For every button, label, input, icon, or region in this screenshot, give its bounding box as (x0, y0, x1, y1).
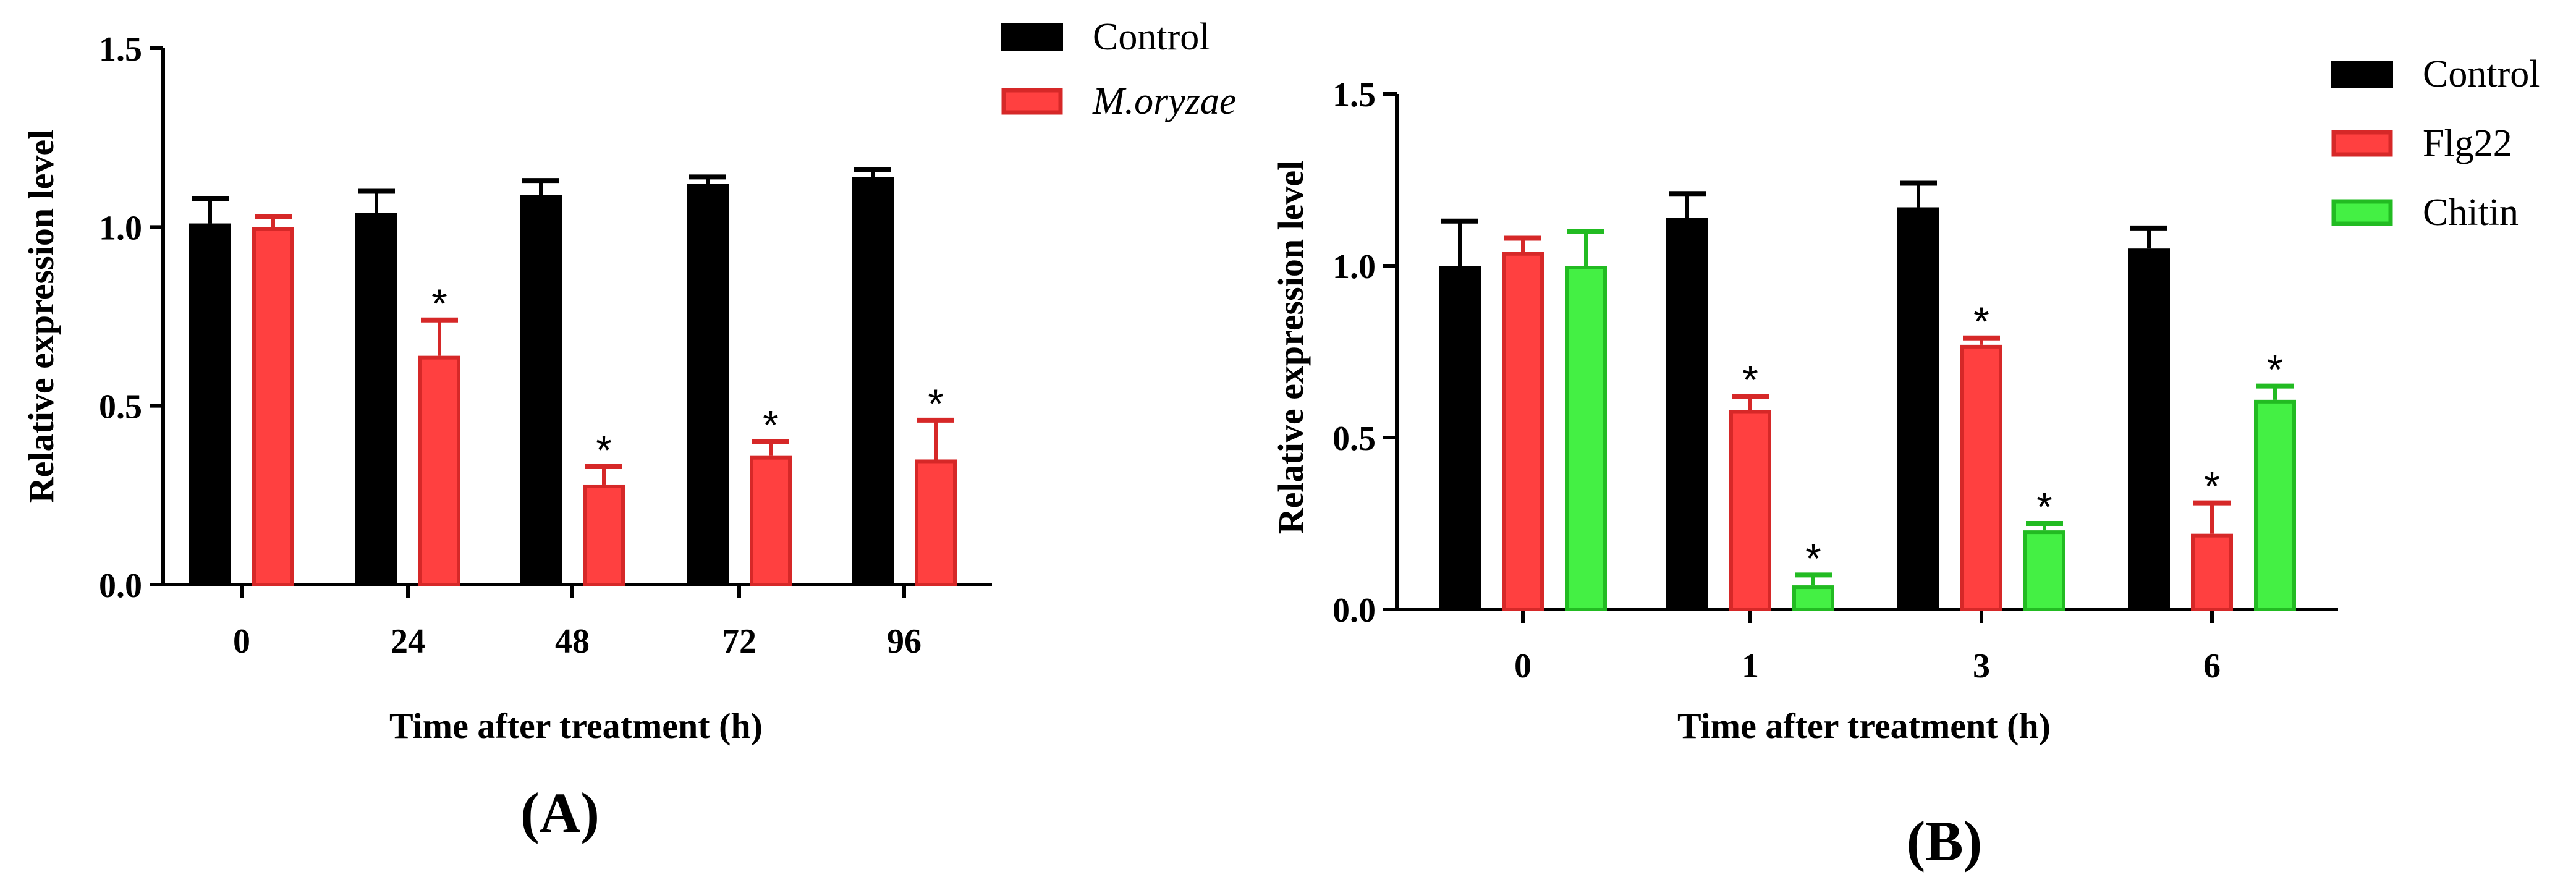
chart-a-significance-star: * (763, 402, 779, 448)
chart-b-bar-control (1439, 266, 1481, 609)
chart-a: 0.0 0.5 1.0 1.5 0 24 48 72 96 * * * * Relative exp… (21, 16, 1236, 844)
chart-b-bar-control (1666, 218, 1708, 609)
chart-b-legend-swatch (2331, 130, 2393, 157)
chart-a-ytick-label: 0.0 (99, 567, 142, 605)
chart-b-bar-flg22 (1729, 410, 1771, 612)
chart-a-xlabel: Time after treatment (h) (389, 706, 763, 746)
chart-b-ytick-label: 1.5 (1332, 76, 1376, 114)
chart-a-xtick-label: 72 (722, 622, 756, 661)
chart-a-significance-star: * (596, 427, 612, 473)
chart-a-bar-control (687, 184, 729, 585)
chart-b: 0.0 0.5 1.0 1.5 0 1 3 6 * * * * * * Relative expres… (1271, 53, 2540, 873)
chart-a-bar-m-oryzae (418, 355, 460, 586)
chart-a-bar-m-oryzae (750, 455, 792, 586)
chart-b-significance-star: * (2267, 347, 2283, 392)
chart-b-ytick-label: 1.0 (1332, 248, 1376, 286)
chart-a-xtick-label: 96 (887, 622, 922, 661)
chart-a-bar-control (355, 213, 397, 585)
chart-b-xtick-label: 0 (1514, 647, 1532, 685)
chart-b-xtick-label: 6 (2203, 647, 2221, 685)
chart-b-ylabel: Relative expression level (1271, 161, 1311, 535)
chart-b-legend-label: Flg22 (2423, 122, 2512, 164)
chart-a-ytick-label: 1.0 (99, 209, 142, 247)
chart-b-bar-flg22 (2191, 533, 2233, 611)
chart-a-legend-swatch (1001, 23, 1063, 51)
chart-a-ytick-label: 0.5 (99, 388, 142, 426)
chart-a-legend-label: Control (1093, 16, 1210, 58)
chart-a-bar-control (852, 177, 894, 585)
chart-b-xtick-label: 1 (1742, 647, 1759, 685)
chart-b-legend-label: Control (2423, 53, 2540, 95)
chart-a-bar-control (520, 195, 562, 585)
chart-b-xtick-label: 3 (1973, 647, 1990, 685)
chart-b-legend-swatch (2331, 199, 2393, 226)
chart-a-bar-m-oryzae (583, 484, 625, 586)
chart-b-legend-swatch (2331, 61, 2393, 88)
chart-b-significance-star: * (2036, 484, 2053, 530)
chart-b-bar-flg22 (1502, 252, 1544, 611)
chart-b-bar-chitin (2254, 399, 2296, 612)
chart-b-significance-star: * (1973, 299, 1989, 344)
chart-a-xtick-label: 0 (233, 622, 250, 661)
chart-a-ytick-label: 1.5 (99, 30, 142, 69)
chart-b-panel-label: (B) (1907, 810, 1983, 873)
chart-b-ytick-label: 0.5 (1332, 420, 1376, 458)
chart-b-significance-star: * (1742, 357, 1758, 402)
chart-b-significance-star: * (1805, 535, 1821, 581)
chart-a-bar-control (189, 223, 231, 585)
chart-a-legend: Control M.oryzae (1001, 16, 1236, 122)
chart-a-bar-m-oryzae (915, 459, 957, 587)
chart-b-bar-control (2128, 248, 2170, 609)
chart-a-significance-star: * (928, 381, 944, 426)
chart-b-legend: Control Flg22 Chitin (2331, 53, 2540, 234)
chart-b-bar-chitin (2023, 530, 2065, 611)
chart-b-bar-control (1897, 207, 1939, 610)
chart-b-bar-flg22 (1960, 344, 2002, 611)
chart-a-xtick-label: 24 (391, 622, 425, 661)
chart-a-legend-swatch (1001, 88, 1063, 115)
chart-b-bar-chitin (1565, 266, 1607, 611)
chart-a-xtick-label: 48 (555, 622, 590, 661)
chart-a-legend-label: M.oryzae (1092, 80, 1236, 122)
chart-b-bar-chitin (1792, 585, 1834, 612)
chart-b-xlabel: Time after treatment (h) (1677, 706, 2051, 746)
chart-a-panel-label: (A) (520, 781, 600, 844)
chart-a-bar-m-oryzae (252, 227, 294, 587)
chart-a-ylabel: Relative expression level (21, 130, 61, 504)
chart-b-legend-label: Chitin (2423, 192, 2519, 234)
chart-a-significance-star: * (431, 281, 447, 326)
chart-b-significance-star: * (2204, 464, 2220, 509)
chart-b-ytick-label: 0.0 (1332, 591, 1376, 630)
